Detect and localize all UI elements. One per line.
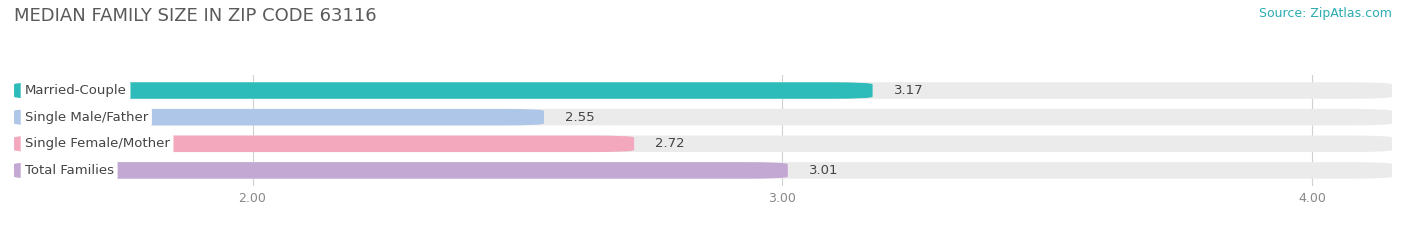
FancyBboxPatch shape [14, 109, 544, 125]
Text: Single Female/Mother: Single Female/Mother [25, 137, 170, 150]
FancyBboxPatch shape [14, 109, 1392, 125]
Text: 2.72: 2.72 [655, 137, 685, 150]
Text: Source: ZipAtlas.com: Source: ZipAtlas.com [1258, 7, 1392, 20]
Text: Total Families: Total Families [25, 164, 114, 177]
Text: 2.55: 2.55 [565, 111, 595, 124]
FancyBboxPatch shape [14, 162, 787, 179]
FancyBboxPatch shape [14, 82, 1392, 99]
FancyBboxPatch shape [14, 136, 634, 152]
FancyBboxPatch shape [14, 162, 1392, 179]
Text: 3.01: 3.01 [808, 164, 838, 177]
FancyBboxPatch shape [14, 136, 1392, 152]
Text: MEDIAN FAMILY SIZE IN ZIP CODE 63116: MEDIAN FAMILY SIZE IN ZIP CODE 63116 [14, 7, 377, 25]
Text: 3.17: 3.17 [894, 84, 924, 97]
FancyBboxPatch shape [14, 82, 873, 99]
Text: Single Male/Father: Single Male/Father [25, 111, 148, 124]
Text: Married-Couple: Married-Couple [25, 84, 127, 97]
